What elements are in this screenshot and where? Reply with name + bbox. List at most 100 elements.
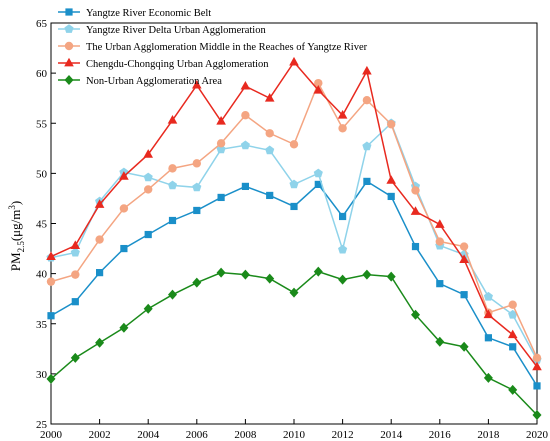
data-point xyxy=(240,269,250,280)
x-tick-label: 2012 xyxy=(332,429,354,441)
axes: 2000 2002 2004 2006 2008 2010 2012 2014 2016 2018… xyxy=(36,18,549,441)
data-point xyxy=(289,140,299,149)
y-tick-label: 60 xyxy=(36,68,48,80)
legend-marker xyxy=(64,75,74,85)
legend-item: Non-Urban Agglomeration Area xyxy=(58,75,222,87)
data-point xyxy=(483,309,494,319)
series-4 xyxy=(46,56,542,371)
data-point xyxy=(95,235,104,244)
data-point xyxy=(119,171,129,180)
legend-marker xyxy=(64,57,74,67)
data-point xyxy=(70,247,80,257)
data-point xyxy=(313,266,323,277)
x-tick-label: 2000 xyxy=(40,429,63,441)
data-point xyxy=(266,191,274,200)
data-point xyxy=(387,120,396,129)
legend-marker xyxy=(65,8,73,16)
data-point xyxy=(339,212,347,221)
series-2 xyxy=(46,118,542,364)
data-point xyxy=(241,111,250,120)
data-point xyxy=(435,336,445,347)
data-point xyxy=(362,65,372,75)
data-point xyxy=(216,116,226,125)
data-point xyxy=(386,175,396,184)
data-point xyxy=(532,361,542,371)
data-point xyxy=(435,219,445,228)
data-point xyxy=(120,244,128,253)
data-point xyxy=(508,300,517,309)
data-point xyxy=(532,353,542,363)
y-tick-label: 35 xyxy=(36,319,48,331)
data-point xyxy=(168,164,177,173)
data-point xyxy=(387,192,395,201)
data-point xyxy=(411,242,420,251)
data-point xyxy=(192,159,201,168)
data-point xyxy=(508,384,518,395)
data-point xyxy=(167,180,178,190)
data-point xyxy=(144,185,153,194)
y-tick-label: 50 xyxy=(36,168,48,180)
legend-item: Yangtze River Economic Belt xyxy=(58,8,211,19)
data-point xyxy=(313,84,324,94)
data-point xyxy=(533,382,541,390)
data-point xyxy=(264,92,275,102)
legend-item: Yangtze River Delta Urban Agglomeration xyxy=(58,24,266,36)
data-point xyxy=(411,309,420,320)
data-point xyxy=(119,322,129,333)
data-point xyxy=(532,409,542,420)
data-point xyxy=(289,287,299,298)
series-line xyxy=(50,60,538,368)
data-point xyxy=(167,115,178,124)
data-point xyxy=(265,145,275,155)
data-point xyxy=(240,140,250,150)
data-point xyxy=(337,110,348,119)
data-point xyxy=(144,230,152,239)
data-point xyxy=(338,244,348,254)
legend-label: Chengdu-Chongqing Urban Agglomeration xyxy=(86,59,269,70)
data-point xyxy=(509,343,517,351)
data-point xyxy=(362,269,372,280)
data-point xyxy=(362,141,372,151)
series-5 xyxy=(46,266,542,420)
series-3 xyxy=(46,78,542,363)
data-point xyxy=(192,277,202,288)
data-point xyxy=(436,280,444,288)
data-point xyxy=(483,291,493,301)
data-point xyxy=(265,129,274,138)
legend: Yangtze River Economic Belt Yangtze River… xyxy=(58,8,368,87)
x-tick-label: 2018 xyxy=(477,429,500,441)
data-point xyxy=(192,182,202,192)
y-tick-label: 65 xyxy=(36,18,48,30)
x-tick-label: 2010 xyxy=(283,429,306,441)
series-1 xyxy=(47,177,541,390)
data-point xyxy=(168,216,177,225)
data-point xyxy=(289,56,299,66)
x-tick-label: 2002 xyxy=(89,429,111,441)
data-point xyxy=(46,251,56,260)
data-point xyxy=(459,242,469,251)
data-point xyxy=(47,312,55,320)
data-point xyxy=(265,273,275,284)
legend-item: The Urban Agglomeration Middle in the Re… xyxy=(58,41,368,53)
data-point xyxy=(484,334,492,342)
y-tick-label: 30 xyxy=(36,369,48,381)
data-point xyxy=(435,237,444,246)
legend-item: Chengdu-Chongqing Urban Agglomeration xyxy=(58,57,269,70)
x-tick-label: 2020 xyxy=(526,429,549,441)
data-point xyxy=(71,298,79,306)
data-point xyxy=(410,206,421,215)
data-point xyxy=(216,267,226,278)
y-axis-title: PM2.5(μg/m3) xyxy=(7,201,26,271)
x-tick-label: 2016 xyxy=(429,429,452,441)
y-tick-label: 40 xyxy=(36,269,48,281)
data-point xyxy=(508,309,518,319)
data-point xyxy=(192,79,202,89)
x-tick-label: 2014 xyxy=(380,429,403,441)
data-point xyxy=(217,193,225,202)
data-point xyxy=(459,254,469,263)
data-point xyxy=(143,149,153,158)
data-point xyxy=(338,124,347,133)
data-point xyxy=(362,95,372,105)
data-point xyxy=(143,172,153,182)
